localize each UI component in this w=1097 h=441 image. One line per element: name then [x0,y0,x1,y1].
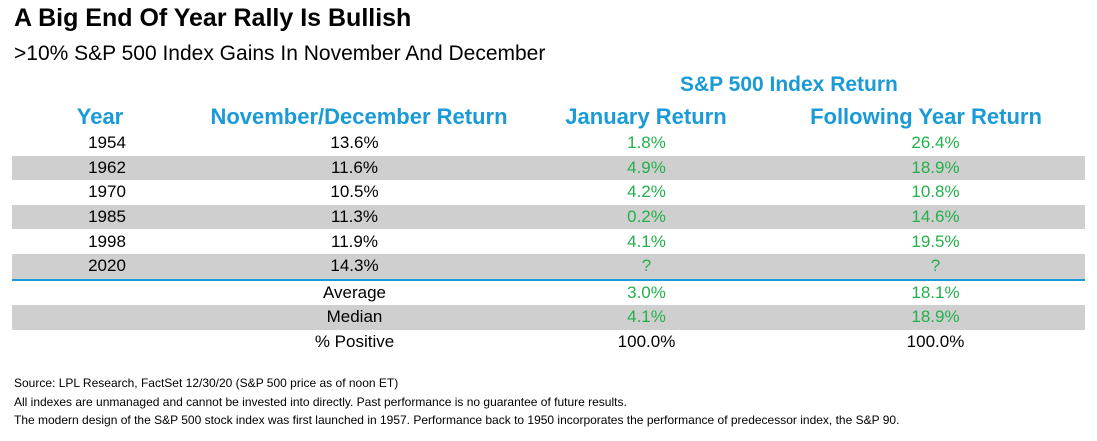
summary-following-cell: 18.9% [786,305,1085,330]
column-header-year: Year [76,104,124,129]
summary-row: Median 4.1% 18.9% [12,305,1085,330]
table-row: 1998 11.9% 4.1% 19.5% [12,229,1085,254]
following-year-return-cell: ? [786,253,1085,281]
summary-label-cell: Average [322,282,386,302]
chart-subtitle: >10% S&P 500 Index Gains In November And… [14,42,546,65]
summary-january-cell: 4.1% [507,305,786,330]
january-return-cell: 4.2% [627,182,666,202]
summary-row: Average 3.0% 18.1% [12,280,1085,306]
nov-dec-return-cell: 11.9% [331,231,378,251]
footnote-index-history: The modern design of the S&P 500 stock i… [14,413,900,427]
january-return-cell: 1.8% [627,133,666,153]
following-year-return-cell: 18.9% [786,155,1085,181]
nov-dec-return-cell: 13.6% [330,133,379,153]
empty-cell [12,305,202,330]
table-row: 1985 11.3% 0.2% 14.6% [12,204,1085,230]
table-row: 1954 13.6% 1.8% 26.4% [12,131,1085,156]
footnote-source: Source: LPL Research, FactSet 12/30/20 (… [14,376,399,390]
table-row: 2020 14.3%?? [12,253,1085,281]
chart-title: A Big End Of Year Rally Is Bullish [14,4,412,32]
summary-label-cell: % Positive [314,332,395,352]
summary-january-cell: 100.0% [617,332,676,352]
following-year-return-cell: 26.4% [911,133,960,153]
column-header-nov-dec: November/December Return [210,104,508,129]
summary-label-cell: Median [202,305,507,330]
year-cell: 1998 [88,231,126,251]
year-cell: 1970 [88,182,126,202]
year-cell: 1954 [88,133,126,153]
column-header-january: January Return [565,104,727,129]
summary-following-cell: 18.1% [911,282,960,302]
following-year-return-cell: 19.5% [911,231,960,251]
empty-cell [12,280,202,306]
january-return-cell: 4.1% [627,231,666,251]
nov-dec-return-cell: 11.3% [202,204,507,230]
january-return-cell: 4.9% [507,155,786,181]
column-header-following-year: Following Year Return [810,104,1042,129]
year-cell: 1985 [12,204,202,230]
year-cell: 1962 [12,155,202,181]
empty-cell [12,330,202,355]
nov-dec-return-cell: 14.3% [202,253,507,281]
summary-following-cell: 100.0% [906,332,965,352]
january-return-cell: ? [507,253,786,281]
footnote-disclaimer: All indexes are unmanaged and cannot be … [14,394,627,409]
group-header: S&P 500 Index Return [680,73,898,96]
following-year-return-cell: 14.6% [786,204,1085,230]
returns-table: 1954 13.6% 1.8% 26.4% 1962 11.6% 4.9% 18.9% 1970… [12,131,1085,354]
nov-dec-return-cell: 11.6% [202,155,507,181]
summary-row: % Positive 100.0% 100.0% [12,330,1085,355]
following-year-return-cell: 10.8% [911,182,960,202]
nov-dec-return-cell: 10.5% [330,182,379,202]
table-row: 1962 11.6% 4.9% 18.9% [12,155,1085,181]
year-cell: 2020 [12,253,202,281]
footnotes: Source: LPL Research, FactSet 12/30/20 (… [14,374,899,430]
summary-january-cell: 3.0% [627,282,666,302]
january-return-cell: 0.2% [507,204,786,230]
table-row: 1970 10.5% 4.2% 10.8% [12,180,1085,205]
